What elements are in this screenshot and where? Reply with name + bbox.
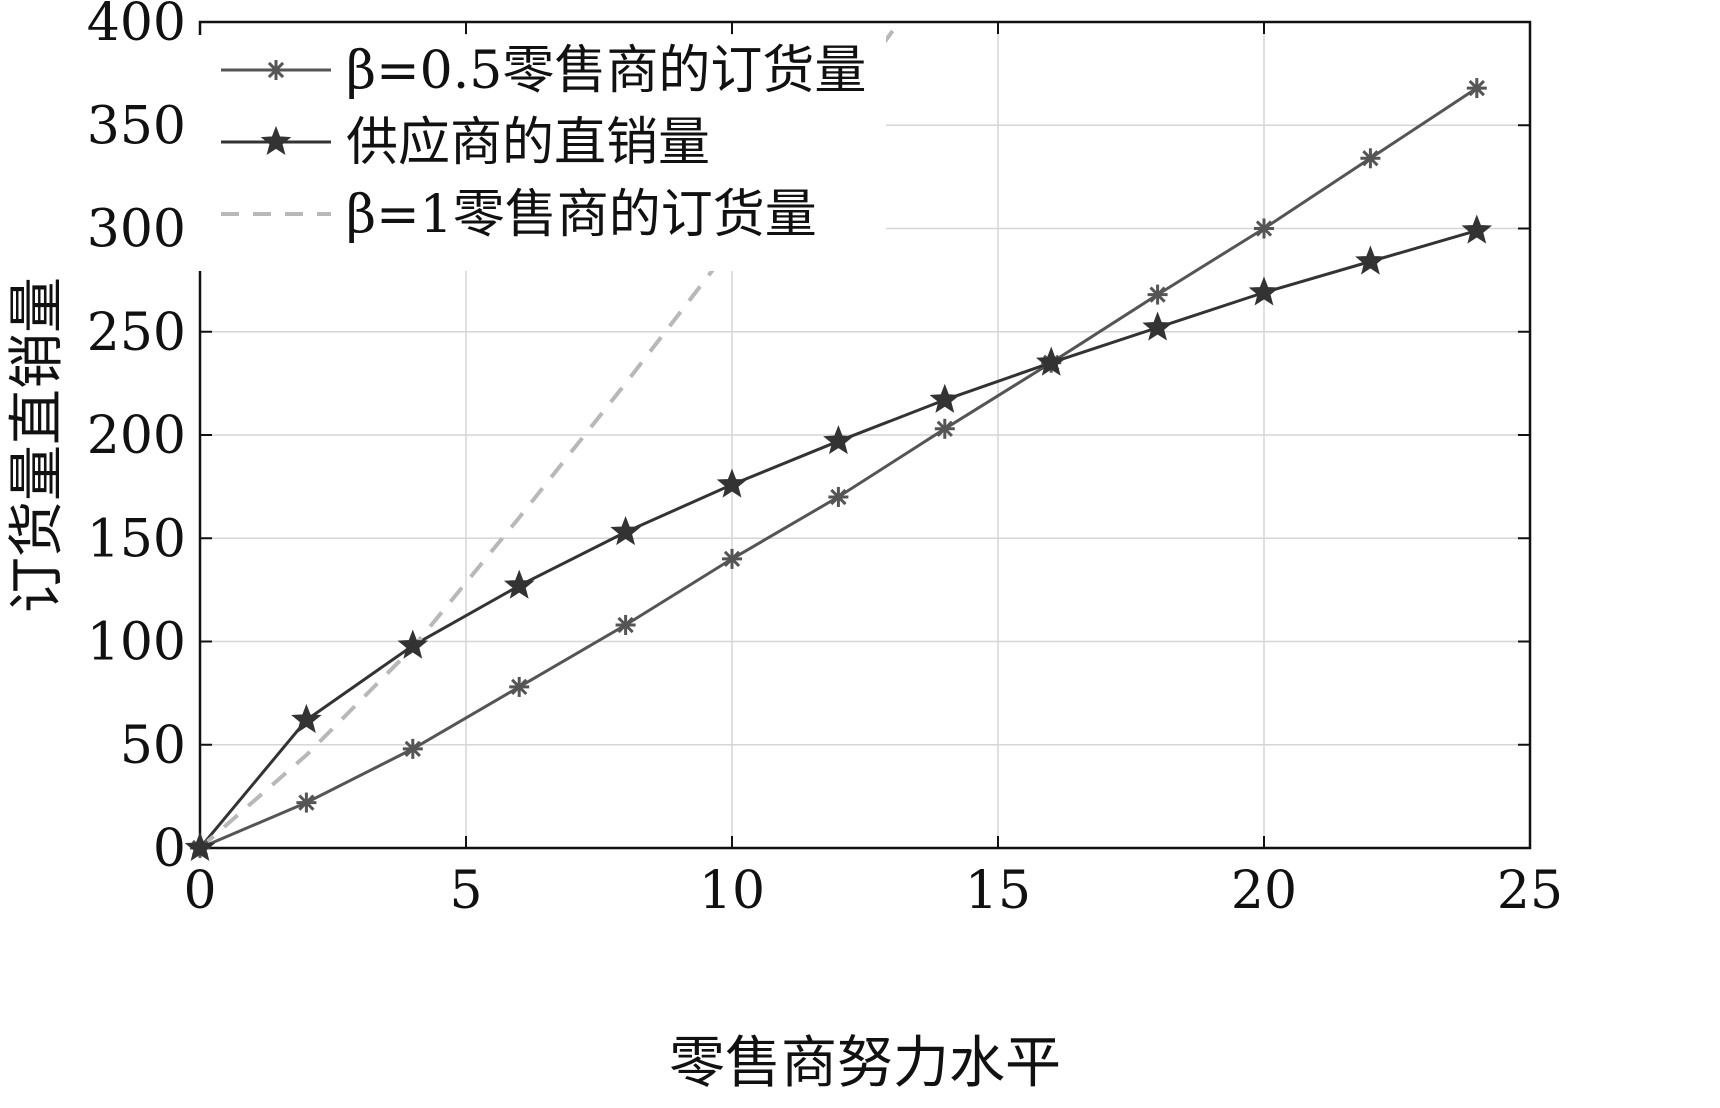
- asterisk-stroke: [723, 550, 741, 568]
- series-line-2: [200, 229, 1478, 848]
- series-2-point: [610, 516, 641, 546]
- y-tick-label: 200: [87, 406, 186, 466]
- series-2-point: [1248, 276, 1280, 306]
- series-2-point: [184, 831, 216, 861]
- x-tick-label: 20: [1231, 861, 1297, 921]
- y-tick-label: 350: [87, 96, 186, 156]
- x-tick-label: 0: [183, 861, 216, 921]
- series-1-point: [722, 548, 742, 569]
- asterisk-stroke: [298, 794, 315, 811]
- series-2-point: [503, 569, 535, 599]
- series-1-point: [1360, 148, 1381, 169]
- series-2-point: [1461, 214, 1493, 244]
- y-tick-label: 150: [87, 509, 186, 569]
- asterisk-stroke: [267, 61, 285, 79]
- legend-label-3: β=1零售商的订货量: [346, 185, 817, 245]
- series-1-point: [1254, 218, 1274, 239]
- asterisk-stroke: [511, 678, 528, 696]
- legend-label-1: β=0.5零售商的订货量: [346, 41, 866, 101]
- series-2-point: [823, 425, 854, 455]
- legend-marker-2: [260, 125, 292, 155]
- asterisk-stroke: [1255, 220, 1273, 237]
- series-markers: [184, 78, 1493, 861]
- y-axis-label: 订货量直销量: [5, 277, 70, 613]
- asterisk-stroke: [1468, 79, 1485, 97]
- asterisk-stroke: [617, 616, 634, 634]
- y-tick-label: 100: [87, 613, 186, 673]
- series-2-point: [1142, 311, 1173, 341]
- series-1-point: [296, 792, 317, 813]
- x-tick-label: 10: [699, 861, 765, 921]
- x-tick-label: 15: [965, 861, 1031, 921]
- series-2-point: [1035, 346, 1067, 376]
- y-tick-label: 50: [120, 716, 186, 776]
- series-2-point: [716, 468, 748, 498]
- asterisk-stroke: [404, 740, 421, 758]
- asterisk-stroke: [936, 420, 953, 437]
- asterisk-stroke: [1362, 150, 1379, 167]
- x-tick-label: 25: [1497, 861, 1563, 921]
- series-1-point: [402, 738, 423, 759]
- legend-label-2: 供应商的直销量: [346, 113, 710, 173]
- y-tick-label: 250: [87, 303, 186, 363]
- series-1-point: [1466, 78, 1487, 99]
- series-1-point: [828, 486, 849, 507]
- series-2-point: [291, 703, 322, 733]
- x-axis-label: 零售商努力水平: [669, 1031, 1061, 1096]
- x-tick-label: 5: [449, 861, 482, 921]
- series-2-point: [1355, 245, 1386, 275]
- y-tick-label: 0: [153, 819, 186, 879]
- series-1-point: [1147, 284, 1168, 305]
- series-line-3: [200, 22, 902, 848]
- asterisk-stroke: [830, 488, 847, 506]
- series-2-point: [929, 383, 961, 413]
- legend-marker-1: [266, 60, 286, 80]
- series-1-point: [615, 614, 636, 635]
- legend-box: [196, 35, 886, 271]
- y-tick-label: 400: [87, 0, 186, 53]
- series-2-point: [397, 629, 429, 659]
- series-1-point: [934, 418, 955, 439]
- series-1-point: [509, 676, 530, 697]
- y-tick-label: 300: [87, 200, 186, 260]
- asterisk-stroke: [1149, 286, 1166, 303]
